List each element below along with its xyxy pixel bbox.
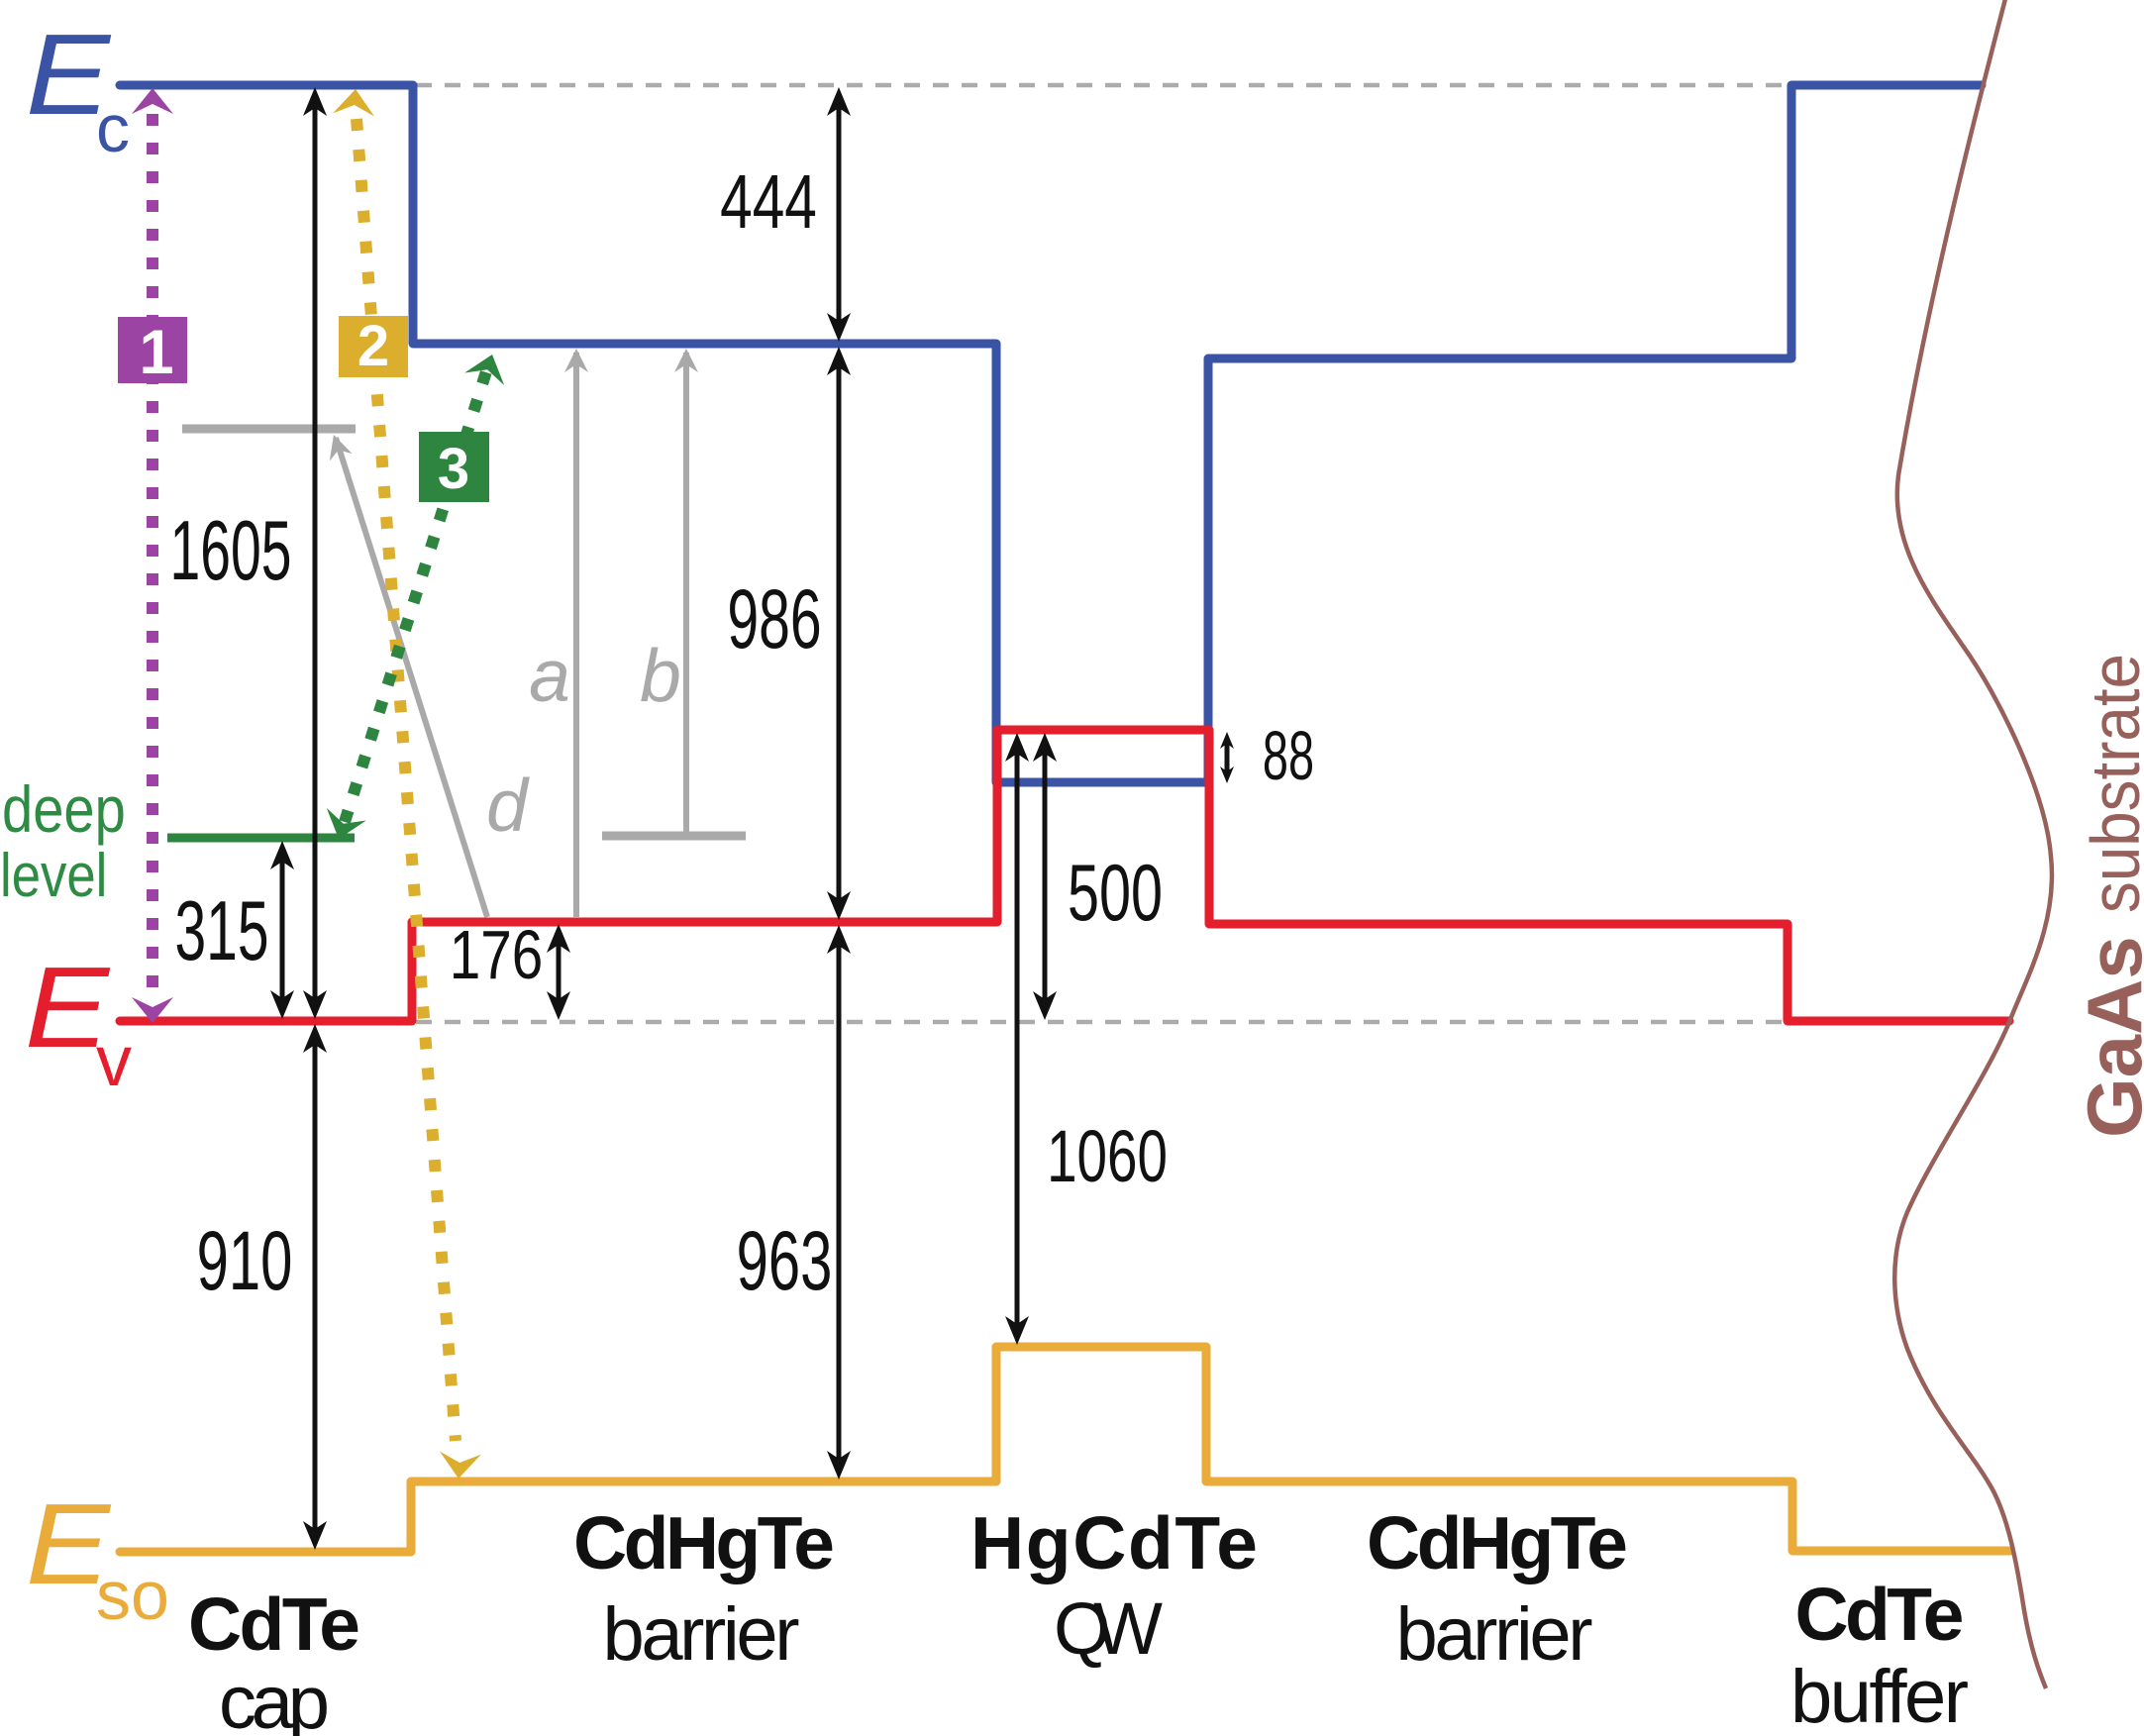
svg-text:so: so <box>96 1557 169 1634</box>
svg-text:substrate: substrate <box>2077 654 2144 913</box>
svg-text:500: 500 <box>1068 847 1163 937</box>
svg-text:E: E <box>26 10 112 138</box>
svg-text:a: a <box>529 634 570 717</box>
svg-text:v: v <box>96 1022 132 1101</box>
svg-text:444: 444 <box>720 159 817 245</box>
svg-text:buffer: buffer <box>1790 1655 1969 1736</box>
svg-text:b: b <box>640 634 681 717</box>
svg-text:CdTe: CdTe <box>188 1583 360 1666</box>
svg-text:barrier: barrier <box>1396 1592 1593 1677</box>
svg-text:HgCdTe: HgCdTe <box>970 1501 1258 1584</box>
svg-text:E: E <box>25 943 111 1071</box>
svg-text:CdHgTe: CdHgTe <box>1367 1501 1628 1584</box>
svg-text:1: 1 <box>139 318 173 387</box>
svg-text:QW: QW <box>1054 1587 1163 1670</box>
svg-text:cap: cap <box>219 1661 330 1736</box>
svg-text:GaAs: GaAs <box>2071 936 2144 1138</box>
svg-text:barrier: barrier <box>603 1592 800 1677</box>
svg-text:c: c <box>96 91 130 166</box>
svg-text:CdHgTe: CdHgTe <box>573 1501 835 1584</box>
svg-text:88: 88 <box>1263 717 1314 795</box>
svg-text:963: 963 <box>737 1216 833 1308</box>
svg-text:1060: 1060 <box>1047 1115 1168 1197</box>
svg-text:CdTe: CdTe <box>1795 1573 1965 1656</box>
svg-text:1605: 1605 <box>170 504 292 598</box>
svg-text:E: E <box>26 1480 112 1607</box>
svg-text:3: 3 <box>438 437 469 501</box>
svg-text:315: 315 <box>174 885 268 978</box>
svg-text:level: level <box>0 842 107 910</box>
svg-text:deep: deep <box>2 773 126 846</box>
svg-text:986: 986 <box>727 573 821 666</box>
svg-text:176: 176 <box>450 916 544 993</box>
svg-text:2: 2 <box>357 314 389 378</box>
svg-text:910: 910 <box>197 1216 293 1308</box>
svg-text:d: d <box>486 764 530 847</box>
